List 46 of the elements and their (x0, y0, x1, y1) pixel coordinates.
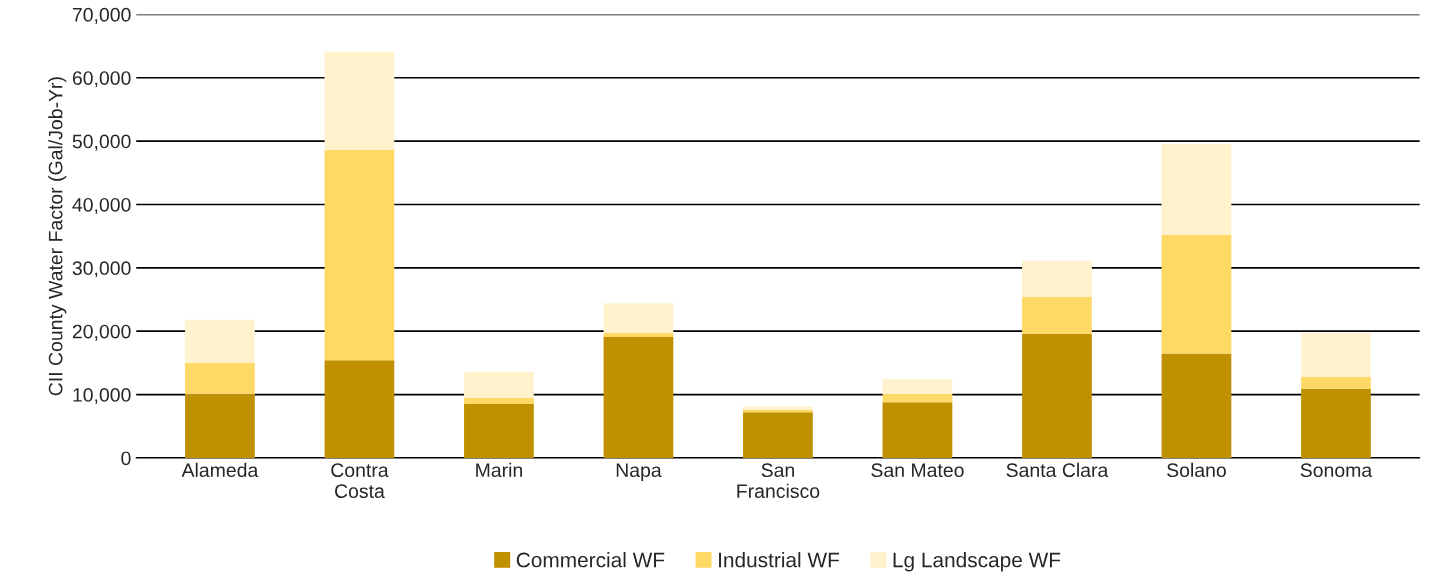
bar (1022, 296, 1092, 334)
legend-label: Commercial WF (516, 552, 665, 568)
legend-label: Lg Landscape WF (893, 552, 1061, 572)
x-tick-label: Solano (1167, 462, 1226, 478)
bar (882, 393, 953, 403)
y-tick-label: 10,000 (73, 388, 131, 405)
bar (882, 379, 953, 394)
x-tick-label: San Francisco (737, 463, 820, 499)
bar (603, 333, 674, 337)
bar (324, 51, 395, 150)
y-tick-label: 30,000 (72, 261, 131, 278)
y-tick-label: 50,000 (72, 134, 131, 151)
bar (185, 319, 255, 363)
bar (1022, 260, 1092, 297)
bar (464, 404, 534, 458)
bar (324, 149, 395, 361)
bar (1161, 143, 1232, 235)
bar (1161, 234, 1232, 354)
bar (743, 412, 813, 458)
bar (603, 303, 674, 334)
y-tick-label: 0 (121, 451, 131, 466)
y-tick-label: 40,000 (72, 197, 131, 215)
bar (603, 336, 674, 458)
x-tick-label: Santa Clara (1006, 462, 1109, 478)
bar (882, 402, 953, 458)
bar (185, 362, 255, 395)
bar (1161, 353, 1232, 458)
x-tick-label: Sonoma (1300, 463, 1373, 478)
bar (1022, 333, 1092, 458)
bar (324, 360, 395, 458)
y-axis-title: CII County Water Factor (Gal/Job-Yr) (48, 77, 67, 396)
x-tick-label: San Mateo (871, 463, 964, 478)
bar (1301, 333, 1371, 377)
bar (464, 397, 534, 405)
bar (185, 394, 255, 458)
y-tick-label: 20,000 (72, 324, 131, 341)
x-tick-label: Napa (616, 463, 662, 481)
bar (1301, 376, 1371, 389)
bar (1301, 388, 1371, 458)
legend-label: Industrial WF (719, 552, 839, 568)
bar (464, 371, 534, 398)
x-tick-label: Alameda (181, 462, 259, 478)
y-tick-label: 70,000 (72, 7, 131, 24)
x-tick-label: Contra Costa (331, 463, 389, 499)
x-tick-label: Marin (476, 462, 522, 478)
y-tick-label: 60,000 (72, 71, 131, 88)
